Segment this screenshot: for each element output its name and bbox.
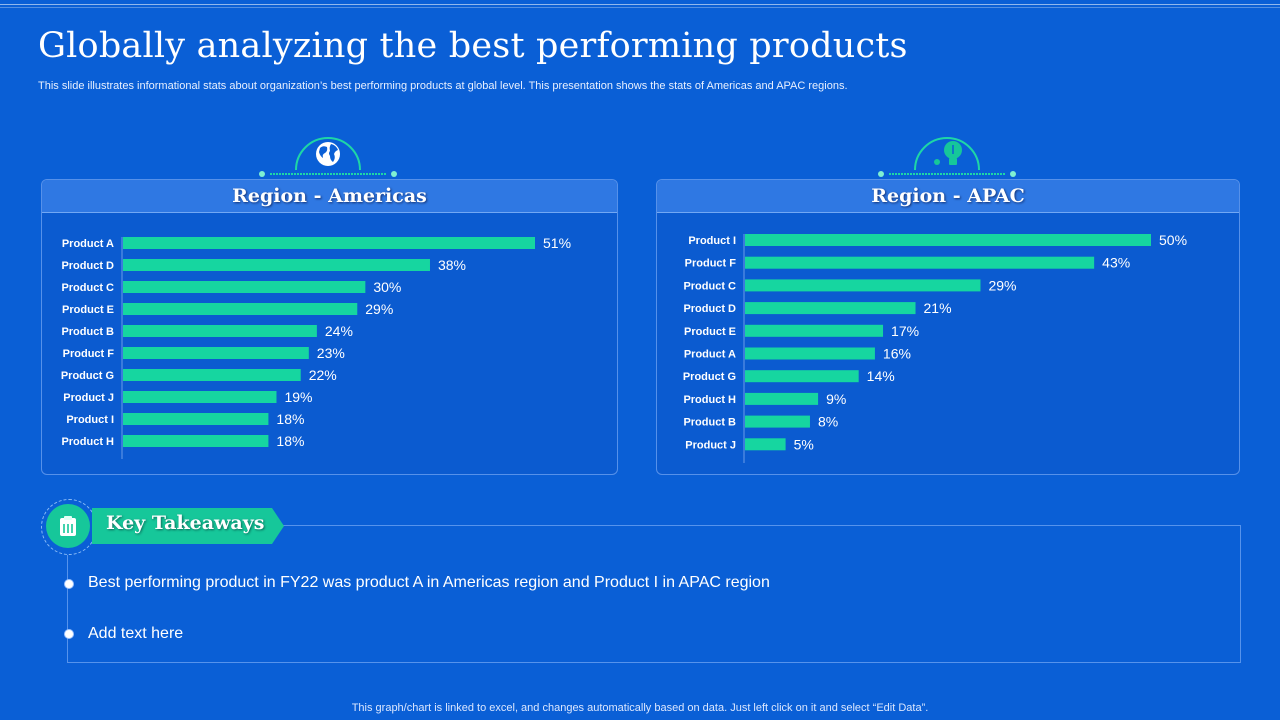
key-takeaways-box bbox=[67, 525, 1241, 663]
bar-product-b bbox=[745, 415, 810, 428]
bar-product-j bbox=[123, 391, 277, 403]
category-label: Product E bbox=[684, 326, 736, 338]
americas-bar-chart: Product A 51% Product D 38% Product C 30% Prod… bbox=[61, 235, 571, 459]
bar-product-d bbox=[123, 259, 430, 271]
bar-product-a bbox=[123, 237, 535, 249]
bullet-dot bbox=[64, 629, 74, 639]
page-title: Globally analyzing the best performing p… bbox=[38, 26, 908, 66]
bar-product-i bbox=[123, 413, 269, 425]
category-label: Product C bbox=[61, 282, 114, 294]
value-label: 17% bbox=[891, 323, 919, 339]
category-label: Product G bbox=[683, 371, 736, 383]
category-label: Product H bbox=[61, 436, 114, 448]
americas-panel-title: Region - Americas bbox=[42, 180, 617, 213]
bar-product-j bbox=[745, 438, 786, 451]
category-label: Product I bbox=[66, 414, 114, 426]
value-label: 9% bbox=[826, 391, 846, 407]
bar-product-e bbox=[745, 324, 884, 337]
bar-product-c bbox=[745, 279, 981, 292]
bar-product-g bbox=[745, 370, 859, 383]
value-label: 5% bbox=[794, 436, 814, 452]
value-label: 22% bbox=[309, 367, 337, 383]
value-label: 38% bbox=[438, 257, 466, 273]
value-label: 16% bbox=[883, 346, 911, 362]
bar-product-a bbox=[745, 347, 875, 360]
footer-note: This graph/chart is linked to excel, and… bbox=[351, 702, 929, 714]
top-rule-secondary bbox=[0, 7, 1280, 8]
category-label: Product I bbox=[688, 235, 736, 247]
clipboard-icon bbox=[60, 516, 76, 536]
value-label: 8% bbox=[818, 414, 838, 430]
apac-bar-chart: Product I 50% Product F 43% Product C 29% Prod… bbox=[683, 232, 1187, 463]
value-label: 23% bbox=[317, 345, 345, 361]
apac-badge bbox=[878, 137, 1016, 177]
bar-product-e bbox=[123, 303, 358, 315]
americas-badge bbox=[259, 137, 397, 177]
category-label: Product B bbox=[683, 417, 736, 429]
value-label: 29% bbox=[988, 277, 1016, 293]
value-label: 29% bbox=[365, 301, 393, 317]
top-rule bbox=[0, 4, 1280, 5]
category-label: Product F bbox=[63, 348, 115, 360]
takeaway-item: Best performing product in FY22 was prod… bbox=[88, 574, 770, 591]
bar-product-c bbox=[123, 281, 366, 293]
globe-icon bbox=[316, 142, 340, 166]
value-label: 50% bbox=[1159, 232, 1187, 248]
value-label: 51% bbox=[543, 235, 571, 251]
category-label: Product A bbox=[684, 349, 736, 361]
category-label: Product G bbox=[61, 370, 114, 382]
value-label: 30% bbox=[373, 279, 401, 295]
category-label: Product D bbox=[683, 303, 736, 315]
value-label: 18% bbox=[276, 433, 304, 449]
bar-product-f bbox=[123, 347, 309, 359]
category-label: Product D bbox=[61, 260, 114, 272]
value-label: 18% bbox=[276, 411, 304, 427]
value-label: 24% bbox=[325, 323, 353, 339]
category-label: Product C bbox=[683, 280, 736, 292]
bar-product-h bbox=[123, 435, 269, 447]
bar-product-b bbox=[123, 325, 317, 337]
apac-panel-title: Region - APAC bbox=[657, 180, 1239, 213]
category-label: Product E bbox=[62, 304, 114, 316]
category-label: Product J bbox=[685, 439, 736, 451]
page-subtitle: This slide illustrates informational sta… bbox=[38, 80, 848, 92]
value-label: 43% bbox=[1102, 255, 1130, 271]
bar-product-d bbox=[745, 302, 916, 315]
bar-product-h bbox=[745, 392, 819, 405]
value-label: 19% bbox=[284, 389, 312, 405]
category-label: Product B bbox=[61, 326, 114, 338]
key-takeaways-icon-circle bbox=[46, 504, 90, 548]
bar-product-i bbox=[745, 234, 1151, 246]
category-label: Product H bbox=[683, 394, 736, 406]
americas-panel: Region - Americas Product A 51% Product D 3… bbox=[41, 179, 618, 475]
value-label: 21% bbox=[924, 300, 952, 316]
key-takeaways-label: Key Takeaways bbox=[106, 512, 265, 534]
value-label: 14% bbox=[867, 368, 895, 384]
bar-product-f bbox=[745, 256, 1095, 269]
category-label: Product A bbox=[62, 238, 114, 250]
bar-product-g bbox=[123, 369, 301, 381]
apac-panel: Region - APAC Product I 50% Product F 43% Pr… bbox=[656, 179, 1240, 475]
takeaway-item: Add text here bbox=[88, 625, 184, 642]
category-label: Product J bbox=[63, 392, 114, 404]
lightbulb-icon bbox=[934, 141, 962, 165]
category-label: Product F bbox=[685, 258, 737, 270]
key-takeaways-banner bbox=[92, 508, 284, 544]
bullet-dot bbox=[64, 579, 74, 589]
